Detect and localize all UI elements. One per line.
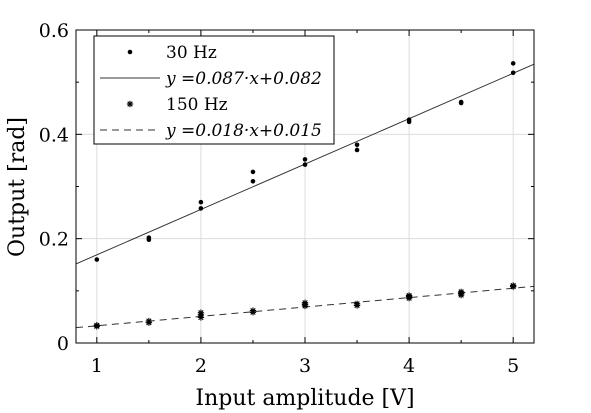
- data-point-30hz: [250, 178, 256, 184]
- data-points: [93, 61, 517, 330]
- x-tick-label: 2: [195, 355, 207, 377]
- x-tick-label: 4: [403, 355, 415, 377]
- data-point-150hz: [93, 322, 101, 329]
- legend-label-30hz: 30 Hz: [166, 43, 217, 63]
- legend-label-150hz: 150 Hz: [166, 95, 228, 115]
- data-point-30hz: [458, 99, 464, 105]
- data-point-150hz: [509, 282, 517, 289]
- data-point-150hz: [457, 288, 465, 296]
- y-tick-label: 0.6: [39, 20, 69, 42]
- data-point-150hz: [353, 300, 361, 308]
- data-point-150hz: [145, 317, 153, 325]
- data-point-30hz: [250, 169, 256, 175]
- y-axis-label: Output [rad]: [5, 117, 30, 257]
- x-tick-label: 5: [507, 355, 519, 377]
- data-point-30hz: [406, 117, 412, 123]
- legend: 30 Hz y =0.087·x+0.082 150 Hz y =0.018·x+0.…: [93, 35, 335, 145]
- data-point-150hz: [249, 307, 257, 314]
- data-point-30hz: [302, 157, 308, 162]
- legend-label-150hz-fit: y =0.018·x+0.015: [165, 121, 322, 141]
- axis-ticks: [76, 29, 534, 344]
- data-point-30hz: [198, 206, 204, 211]
- data-point-30hz: [510, 61, 516, 66]
- y-tick-label: 0.2: [39, 229, 69, 251]
- data-point-30hz: [354, 142, 360, 148]
- legend-label-30hz-fit: y =0.087·x+0.082: [165, 69, 322, 89]
- legend-marker-150hz: [126, 100, 134, 108]
- y-tick-label: 0: [57, 333, 69, 355]
- legend-box: [93, 35, 335, 145]
- data-point-30hz: [354, 147, 360, 153]
- data-point-150hz: [301, 299, 309, 307]
- data-point-30hz: [146, 235, 152, 240]
- data-point-30hz: [94, 257, 100, 262]
- y-tick-label: 0.4: [39, 124, 69, 146]
- data-point-150hz: [405, 292, 413, 299]
- x-axis-label: Input amplitude [V]: [195, 386, 414, 411]
- data-point-30hz: [198, 199, 204, 205]
- data-point-30hz: [302, 162, 308, 167]
- data-point-30hz: [510, 70, 516, 76]
- x-tick-label: 3: [299, 355, 311, 377]
- data-point-150hz: [197, 309, 205, 316]
- x-tick-label: 1: [91, 355, 103, 377]
- tick-labels: 1 2 3 4 5 0 0.2 0.4 0.6: [39, 20, 519, 377]
- legend-marker-30hz: [127, 49, 133, 55]
